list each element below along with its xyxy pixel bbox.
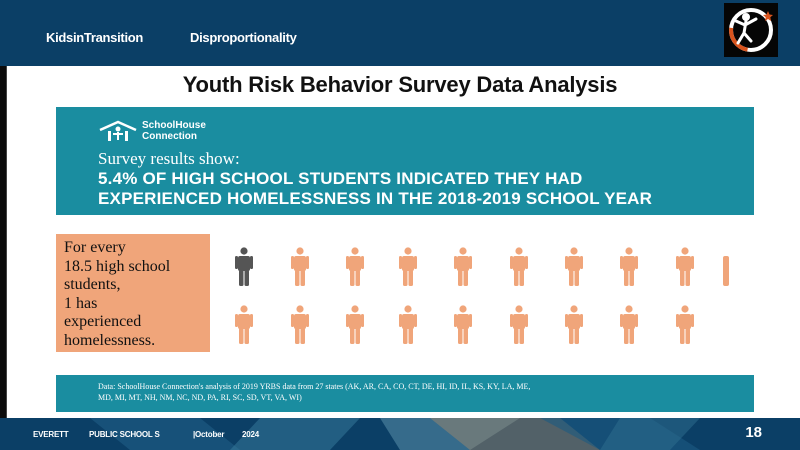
slide-footer: EVERETT PUBLIC SCHOOL S |October 2024 18 xyxy=(0,418,800,450)
footer-org-public-schools: PUBLIC SCHOOL S xyxy=(89,430,160,439)
student-figure-icon xyxy=(346,305,364,344)
schoolhouse-connection-label: SchoolHouse Connection xyxy=(142,120,206,142)
data-source-text: Data: SchoolHouse Connection's analysis … xyxy=(98,381,738,403)
slide-header: KidsinTransition Disproportionality xyxy=(0,0,800,66)
ratio-callout: For every 18.5 high school students, 1 h… xyxy=(56,234,210,352)
footer-org-everett: EVERETT xyxy=(33,430,69,439)
schoolhouse-logo-icon xyxy=(99,120,137,141)
student-figure-icon xyxy=(346,247,364,286)
survey-intro-text: Survey results show: xyxy=(98,149,240,168)
student-figure-partial-icon xyxy=(723,256,729,286)
data-source-note: Data: SchoolHouse Connection's analysis … xyxy=(56,375,754,412)
headline-line2: EXPERIENCED HOMELESSNESS IN THE 2018-201… xyxy=(98,189,653,208)
survey-headline: 5.4% OF HIGH SCHOOL STUDENTS INDICATED T… xyxy=(98,169,748,209)
org-name-line1: SchoolHouse xyxy=(142,120,206,131)
student-figure-icon xyxy=(454,247,472,286)
headline-line1: 5.4% OF HIGH SCHOOL STUDENTS INDICATED T… xyxy=(98,169,583,188)
footer-date-year: 2024 xyxy=(242,430,259,439)
student-figure-icon xyxy=(235,305,253,344)
student-figure-icon xyxy=(454,305,472,344)
callout-line: 18.5 high school xyxy=(64,257,171,275)
student-figure-icon xyxy=(291,247,309,286)
student-figure-icon xyxy=(399,305,417,344)
student-figure-icon xyxy=(620,305,638,344)
callout-line: experienced xyxy=(64,313,142,330)
student-figure-icon xyxy=(510,305,528,344)
survey-banner: SchoolHouse Connection Survey results sh… xyxy=(56,107,754,215)
page-number: 18 xyxy=(745,424,762,441)
star-figure-logo-icon xyxy=(724,3,778,57)
nav-disproportionality[interactable]: Disproportionality xyxy=(190,30,297,45)
student-figure-icon xyxy=(565,305,583,344)
callout-line: For every xyxy=(64,239,126,256)
student-figure-icon xyxy=(291,305,309,344)
callout-line: homelessness. xyxy=(64,331,156,349)
student-figure-icon xyxy=(676,305,694,344)
data-note-line1: Data: SchoolHouse Connection's analysis … xyxy=(98,382,531,391)
callout-line: students, xyxy=(64,276,121,293)
nav-kids-in-transition[interactable]: KidsinTransition xyxy=(46,30,144,45)
page-title: Youth Risk Behavior Survey Data Analysis xyxy=(182,72,618,97)
left-border-rule xyxy=(0,66,7,418)
student-figure-icon xyxy=(399,247,417,286)
student-figure-icon xyxy=(620,247,638,286)
student-figure-icon xyxy=(676,247,694,286)
student-figure-highlighted-icon xyxy=(235,247,253,286)
data-note-line2: MD, MI, MT, NH, NM, NC, ND, PA, RI, SC, … xyxy=(98,393,302,402)
student-figure-icon xyxy=(565,247,583,286)
ratio-callout-text: For every 18.5 high school students, 1 h… xyxy=(64,239,209,350)
callout-line: 1 has xyxy=(64,294,98,312)
student-figure-icon xyxy=(510,247,528,286)
org-name-line2: Connection xyxy=(142,131,197,142)
footer-decoration xyxy=(90,418,700,450)
footer-date-month: |October xyxy=(193,430,225,439)
